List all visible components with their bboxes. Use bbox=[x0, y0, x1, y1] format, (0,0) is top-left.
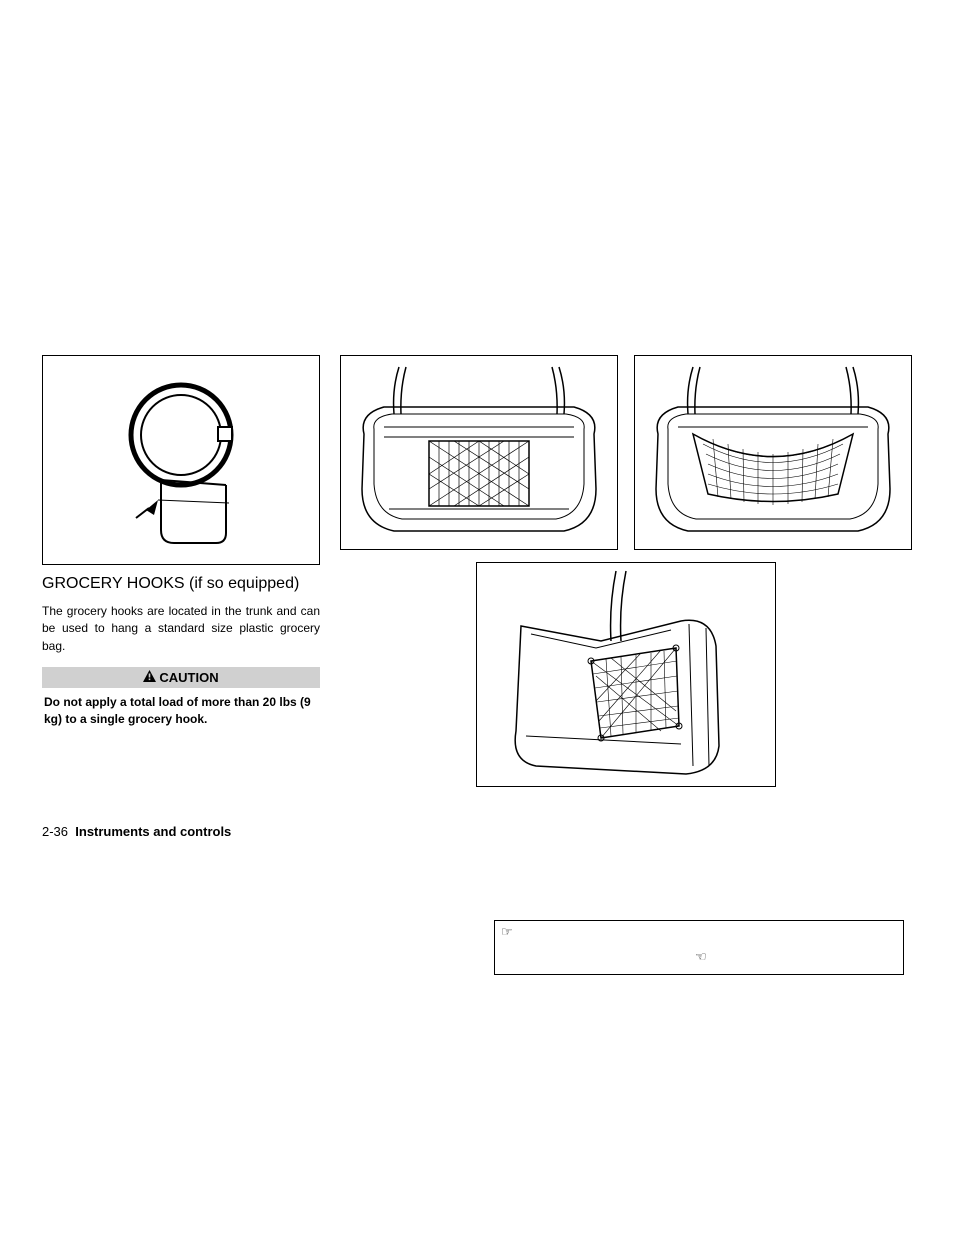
annotation-box: ☞ ☜ bbox=[494, 920, 904, 975]
trunk-horizontal-illustration bbox=[638, 359, 908, 547]
trunk-net-side-figure bbox=[476, 562, 776, 787]
trunk-net-horizontal-figure bbox=[634, 355, 912, 550]
trunk-side-illustration bbox=[481, 566, 771, 784]
page-content: GROCERY HOOKS (if so equipped) The groce… bbox=[42, 355, 912, 787]
caution-label: CAUTION bbox=[159, 670, 218, 685]
right-column bbox=[340, 355, 912, 787]
chapter-title: Instruments and controls bbox=[75, 824, 231, 839]
grocery-hook-figure bbox=[42, 355, 320, 565]
warning-triangle-icon bbox=[143, 670, 156, 685]
section-body-text: The grocery hooks are located in the tru… bbox=[42, 603, 320, 655]
caution-header: CAUTION bbox=[42, 667, 320, 688]
section-heading: GROCERY HOOKS (if so equipped) bbox=[42, 575, 320, 593]
pointing-hand-left-icon: ☞ bbox=[501, 924, 513, 940]
trunk-net-vertical-figure bbox=[340, 355, 618, 550]
two-column-layout: GROCERY HOOKS (if so equipped) The groce… bbox=[42, 355, 912, 787]
caution-text: Do not apply a total load of more than 2… bbox=[42, 688, 320, 734]
bottom-figure-wrap bbox=[340, 562, 912, 787]
pointing-hand-right-icon: ☜ bbox=[695, 949, 707, 965]
page-number: 2-36 bbox=[42, 824, 68, 839]
figure-row bbox=[340, 355, 912, 550]
trunk-vertical-illustration bbox=[344, 359, 614, 547]
left-column: GROCERY HOOKS (if so equipped) The groce… bbox=[42, 355, 320, 787]
page-footer: 2-36 Instruments and controls bbox=[42, 824, 231, 839]
hook-illustration bbox=[86, 365, 276, 555]
